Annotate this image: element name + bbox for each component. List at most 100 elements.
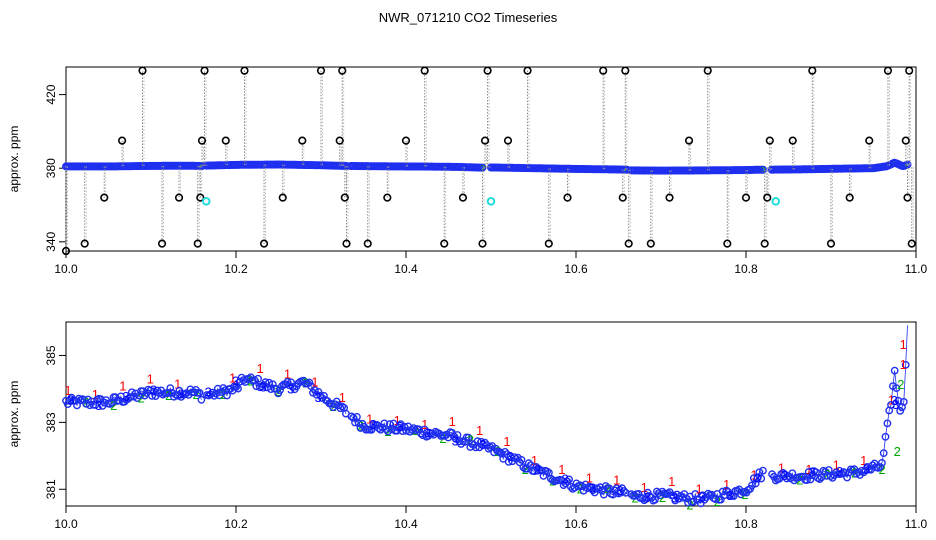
bottom-data-point bbox=[336, 404, 345, 413]
bottom-series-marker-3: 3 bbox=[836, 464, 843, 479]
top-flagged-point bbox=[338, 66, 347, 75]
top-flagged-point bbox=[196, 193, 205, 202]
bottom-series-marker-3: 3 bbox=[452, 433, 459, 448]
figure-title: NWR_071210 CO2 Timeseries bbox=[379, 10, 558, 25]
bottom-data-point bbox=[609, 490, 617, 499]
top-flagged-point bbox=[478, 239, 487, 248]
bottom-data-point bbox=[374, 424, 383, 433]
bottom-data-point bbox=[287, 378, 295, 387]
top-flagged-point bbox=[117, 136, 127, 145]
bottom-data-point bbox=[748, 481, 756, 490]
top-x-tick-label: 10.4 bbox=[394, 262, 418, 276]
bottom-series-marker-3: 3 bbox=[314, 390, 321, 405]
bottom-series-marker-3: 3 bbox=[205, 385, 212, 400]
bottom-data-point bbox=[115, 396, 124, 405]
top-flagged-point bbox=[723, 239, 732, 248]
bottom-data-point bbox=[704, 489, 712, 498]
bottom-data-point bbox=[781, 470, 789, 479]
top-flagged-point bbox=[61, 246, 71, 256]
top-flagged-point bbox=[621, 66, 630, 75]
bottom-data-point bbox=[678, 493, 687, 502]
bottom-data-point bbox=[276, 386, 284, 395]
top-x-tick-label: 10.2 bbox=[224, 262, 248, 276]
top-flagged-point bbox=[363, 239, 372, 248]
bottom-data-point bbox=[826, 472, 835, 480]
bottom-series-marker-2: 2 bbox=[604, 481, 611, 496]
bottom-data-point bbox=[180, 390, 189, 399]
bottom-series-marker-1: 1 bbox=[613, 472, 620, 487]
bottom-series-marker-1: 1 bbox=[805, 462, 812, 477]
bottom-data-point bbox=[504, 457, 513, 466]
top-flagged-point bbox=[665, 193, 674, 202]
bottom-series-marker-1: 1 bbox=[723, 477, 730, 492]
bottom-series-marker-2: 2 bbox=[384, 424, 391, 439]
bottom-data-point bbox=[682, 494, 690, 503]
bottom-series-marker-1: 1 bbox=[311, 375, 318, 390]
bottom-data-point bbox=[543, 467, 551, 476]
bottom-series-marker-3: 3 bbox=[397, 419, 404, 434]
bottom-data-point bbox=[85, 401, 94, 410]
bottom-data-point bbox=[389, 419, 398, 428]
bottom-data-point bbox=[266, 385, 275, 393]
bottom-series-marker-2: 2 bbox=[714, 494, 721, 509]
bottom-data-point bbox=[517, 455, 526, 464]
top-flagged-point bbox=[883, 66, 893, 75]
top-flagged-point bbox=[259, 239, 269, 248]
bottom-data-point bbox=[338, 402, 347, 411]
bottom-data-point bbox=[876, 463, 884, 471]
bottom-y-tick-label: 385 bbox=[44, 345, 58, 365]
bottom-series-marker-1: 1 bbox=[449, 414, 456, 429]
bottom-series-marker-1: 1 bbox=[64, 383, 71, 398]
bottom-data-point bbox=[841, 468, 850, 477]
bottom-series-marker-1: 1 bbox=[174, 377, 181, 392]
bottom-data-point bbox=[638, 494, 647, 503]
bottom-data-point bbox=[757, 474, 766, 483]
bottom-series-marker-1: 1 bbox=[256, 361, 263, 376]
bottom-series-marker-2: 2 bbox=[894, 444, 901, 459]
top-flagged-point bbox=[298, 136, 307, 145]
bottom-x-tick-label: 10.6 bbox=[564, 517, 588, 531]
bottom-series-marker-2: 2 bbox=[631, 491, 638, 506]
bottom-data-point bbox=[385, 420, 394, 429]
top-y-tick-label: 340 bbox=[44, 231, 58, 251]
bottom-y-tick-label: 381 bbox=[44, 479, 58, 499]
bottom-series-marker-1: 1 bbox=[860, 453, 867, 468]
bottom-series-marker-1: 1 bbox=[586, 470, 593, 485]
bottom-data-point bbox=[815, 475, 824, 483]
bottom-series-marker-3: 3 bbox=[260, 379, 267, 394]
bottom-series-marker-2: 2 bbox=[275, 384, 282, 399]
bottom-series-marker-2: 2 bbox=[522, 462, 529, 477]
top-flagged-point bbox=[420, 66, 429, 75]
top-flagged-point bbox=[788, 136, 797, 145]
bottom-series-marker-3: 3 bbox=[67, 393, 74, 408]
top-flagged-point bbox=[197, 136, 207, 145]
bottom-data-point bbox=[803, 476, 811, 484]
top-flagged-point bbox=[335, 136, 344, 145]
top-flagged-point bbox=[383, 193, 392, 202]
top-flagged-point bbox=[221, 136, 230, 145]
top-flagged-point bbox=[193, 239, 202, 248]
bottom-data-point bbox=[415, 425, 423, 434]
bottom-data-point bbox=[775, 474, 784, 483]
bottom-data-point bbox=[420, 425, 429, 434]
bottom-data-point bbox=[166, 384, 175, 392]
bottom-series-marker-3: 3 bbox=[644, 490, 651, 505]
bottom-series-marker-3: 3 bbox=[754, 471, 761, 486]
bottom-data-point bbox=[901, 360, 910, 369]
top-flagged-point bbox=[100, 193, 109, 202]
bottom-data-point bbox=[407, 425, 416, 434]
bottom-series-marker-3: 3 bbox=[892, 397, 899, 412]
bottom-data-point bbox=[519, 463, 528, 472]
bottom-data-point bbox=[806, 475, 815, 484]
bottom-series-marker-3: 3 bbox=[589, 480, 596, 495]
top-y-axis-label: approx. ppm bbox=[7, 126, 21, 193]
bottom-series-marker-3: 3 bbox=[699, 489, 706, 504]
bottom-data-point bbox=[319, 391, 328, 400]
bottom-y-tick-label: 383 bbox=[44, 412, 58, 432]
top-flagged-point bbox=[342, 239, 351, 248]
top-flagged-point bbox=[865, 136, 874, 145]
bottom-series-marker-3: 3 bbox=[671, 491, 678, 506]
bottom-data-point bbox=[197, 395, 206, 404]
bottom-series-marker-3: 3 bbox=[726, 488, 733, 503]
